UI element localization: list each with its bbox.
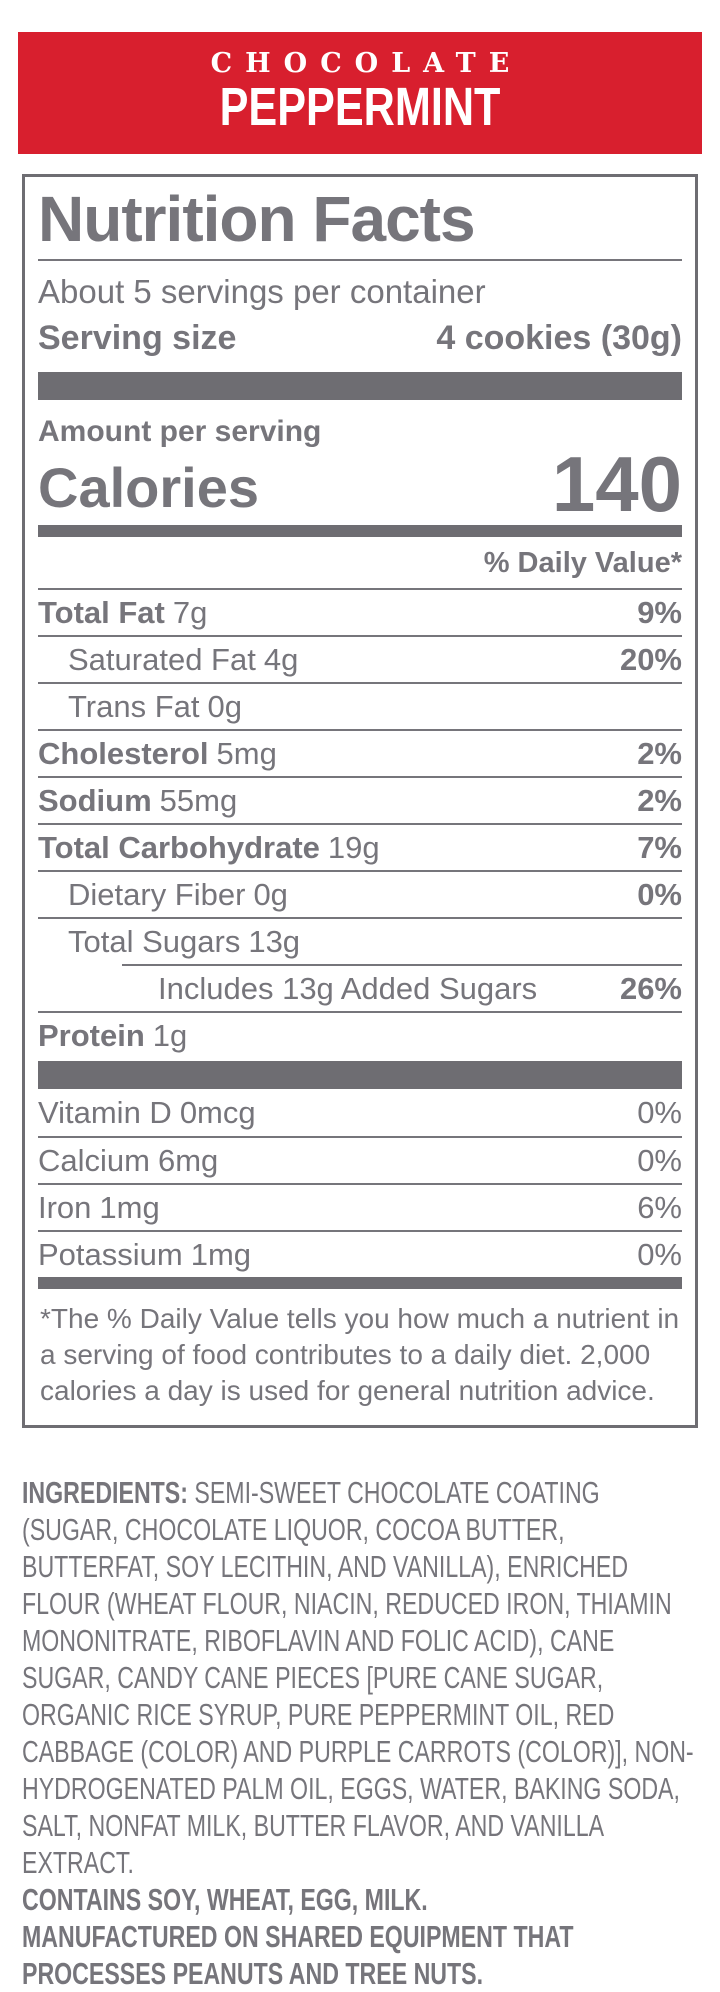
daily-value-header: % Daily Value* bbox=[483, 547, 682, 579]
nutrient-name: Cholesterol bbox=[38, 735, 209, 771]
nutrient-name: Protein bbox=[38, 1017, 145, 1053]
ingredients-paragraph: INGREDIENTS: SEMI-SWEET CHOCOLATE COATIN… bbox=[22, 1474, 698, 1881]
nutrient-amount: 0mcg bbox=[179, 1094, 256, 1130]
flavor-banner: CHOCOLATE PEPPERMINT bbox=[18, 32, 702, 154]
nutrient-dv: 26% bbox=[619, 970, 682, 1006]
nutrient-row-dietary-fiber: Dietary Fiber 0g 0% bbox=[38, 870, 682, 917]
vitamin-row-potassium: Potassium 1mg 0% bbox=[38, 1230, 682, 1277]
vitamin-row-calcium: Calcium 6mg 0% bbox=[38, 1136, 682, 1183]
nutrient-amount: 13g bbox=[248, 923, 301, 959]
nutrient-name: Total Fat bbox=[38, 594, 165, 630]
contains-statement: CONTAINS SOY, WHEAT, EGG, MILK. bbox=[22, 1882, 428, 1917]
amount-per-serving-label: Amount per serving bbox=[38, 415, 322, 448]
nutrient-amount: 4g bbox=[263, 641, 299, 677]
nutrient-dv: 7% bbox=[637, 829, 682, 865]
divider-thin bbox=[38, 259, 682, 261]
calories-label: Calories bbox=[38, 456, 259, 519]
nutrient-dv: 20% bbox=[619, 641, 682, 677]
nutrient-name: Total Carbohydrate bbox=[38, 829, 320, 865]
nutrient-amount: 1mg bbox=[190, 1236, 252, 1272]
nutrient-row-total-sugars: Total Sugars 13g bbox=[38, 917, 682, 964]
nutrient-row-saturated-fat: Saturated Fat 4g 20% bbox=[38, 635, 682, 682]
nutrient-amount: 6mg bbox=[157, 1142, 219, 1178]
nutrient-amount: 0g bbox=[253, 876, 288, 912]
nutrient-amount: 55mg bbox=[159, 782, 238, 818]
manufactured-statement: MANUFACTURED ON SHARED EQUIPMENT THAT PR… bbox=[22, 1919, 574, 1991]
nutrient-name: Includes 13g Added Sugars bbox=[158, 970, 538, 1006]
nutrient-dv: 9% bbox=[637, 594, 682, 630]
ingredients-label: INGREDIENTS: bbox=[22, 1475, 188, 1510]
nutrient-dv: 6% bbox=[637, 1189, 682, 1225]
serving-size-label: Serving size bbox=[38, 319, 237, 357]
serving-size-row: Serving size 4 cookies (30g) bbox=[38, 311, 682, 372]
flavor-name-line1: CHOCOLATE bbox=[210, 48, 523, 79]
nutrient-amount: 0g bbox=[207, 688, 242, 724]
nutrient-name: Vitamin D bbox=[38, 1094, 172, 1130]
divider-bar-medium bbox=[38, 1277, 682, 1289]
serving-size-value: 4 cookies (30g) bbox=[436, 319, 682, 357]
nutrient-row-protein: Protein 1g bbox=[38, 1011, 682, 1058]
nutrient-name: Dietary Fiber bbox=[68, 876, 246, 912]
calories-row: Calories 140 bbox=[38, 440, 682, 528]
flavor-name-line2: PEPPERMINT bbox=[219, 77, 501, 137]
calories-value: 140 bbox=[551, 440, 682, 528]
nutrient-dv: 2% bbox=[637, 782, 682, 818]
nutrient-dv: 2% bbox=[637, 735, 682, 771]
nutrient-row-trans-fat: Trans Fat 0g bbox=[38, 682, 682, 729]
nutrient-name: Saturated Fat bbox=[68, 641, 256, 677]
daily-value-footnote: *The % Daily Value tells you how much a … bbox=[40, 1303, 680, 1406]
nutrient-dv: 0% bbox=[637, 1236, 682, 1272]
nutrient-name: Trans Fat bbox=[68, 688, 200, 724]
vitamin-row-vitamin-d: Vitamin D 0mcg 0% bbox=[38, 1089, 682, 1136]
nutrient-dv: 0% bbox=[637, 1094, 682, 1130]
nutrition-facts-panel: Nutrition Facts About 5 servings per con… bbox=[22, 174, 698, 1428]
ingredients-text: SEMI-SWEET CHOCOLATE COATING (SUGAR, CHO… bbox=[22, 1475, 694, 1880]
vitamin-row-iron: Iron 1mg 6% bbox=[38, 1183, 682, 1230]
divider-bar-thick bbox=[38, 372, 682, 400]
nutrient-dv: 0% bbox=[637, 876, 682, 912]
nutrient-amount: 5mg bbox=[216, 735, 277, 771]
nutrient-row-total-fat: Total Fat 7g 9% bbox=[38, 588, 682, 635]
nutrient-name: Potassium bbox=[38, 1236, 183, 1272]
servings-per-container: About 5 servings per container bbox=[38, 273, 486, 310]
nutrient-name: Sodium bbox=[38, 782, 152, 818]
nutrient-row-sodium: Sodium 55mg 2% bbox=[38, 776, 682, 823]
nutrient-amount: 7g bbox=[172, 594, 208, 630]
ingredients-section: INGREDIENTS: SEMI-SWEET CHOCOLATE COATIN… bbox=[22, 1474, 698, 1992]
divider-bar-medium bbox=[38, 525, 682, 537]
nutrient-dv: 0% bbox=[637, 1142, 682, 1178]
nutrient-amount: 1mg bbox=[99, 1189, 160, 1225]
nutrient-amount: 19g bbox=[327, 829, 380, 865]
nutrient-name: Iron bbox=[38, 1189, 92, 1225]
nutrient-name: Calcium bbox=[38, 1142, 150, 1178]
nutrient-name: Total Sugars bbox=[68, 923, 241, 959]
nutrient-row-total-carbohydrate: Total Carbohydrate 19g 7% bbox=[38, 823, 682, 870]
nutrition-facts-title: Nutrition Facts bbox=[38, 183, 476, 255]
divider-bar-thick bbox=[38, 1061, 682, 1089]
nutrient-row-cholesterol: Cholesterol 5mg 2% bbox=[38, 729, 682, 776]
nutrient-row-added-sugars: Includes 13g Added Sugars 26% bbox=[122, 964, 682, 1011]
nutrient-amount: 1g bbox=[152, 1017, 188, 1053]
